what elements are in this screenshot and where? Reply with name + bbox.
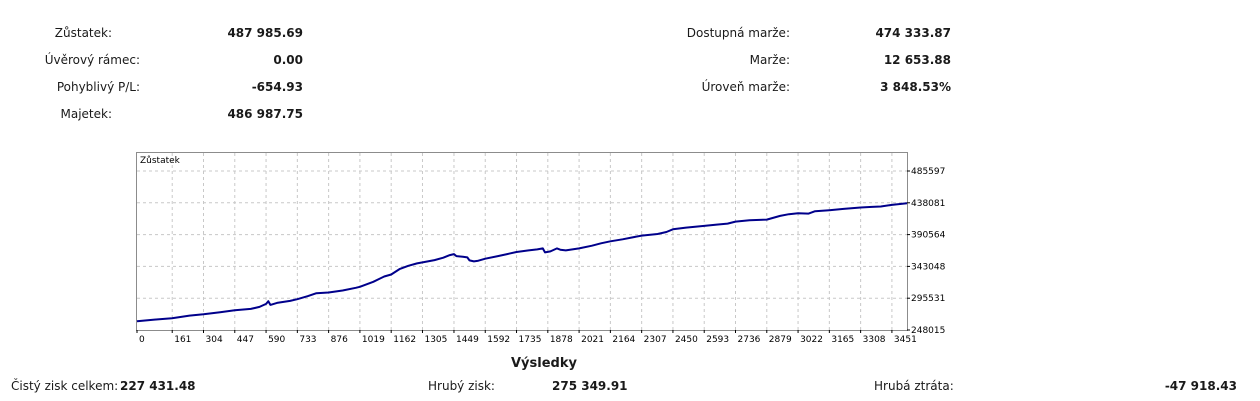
x-axis: 0 161 304 447 590 733 876 1019 1162 1305 1449 1592 1… — [136, 330, 917, 345]
balance-value: 487 985.69 — [227, 26, 303, 40]
chart-title: Zůstatek — [140, 155, 181, 166]
x-tick-label: 2736 — [738, 335, 761, 345]
chart-series — [136, 202, 908, 323]
results-title: Výsledky — [511, 356, 577, 371]
x-tick-label: 304 — [206, 335, 223, 345]
chart-frame — [136, 152, 908, 331]
net-profit-label: Čistý zisk celkem: — [11, 379, 119, 393]
x-tick-label: 161 — [174, 335, 191, 345]
y-tick-label: 390564 — [911, 231, 946, 241]
balance-line — [136, 202, 908, 323]
x-tick-label: 447 — [237, 335, 254, 345]
margin-level-value: 3 848.53% — [880, 80, 951, 94]
x-tick-label: 733 — [299, 335, 316, 345]
y-tick-label: 248015 — [911, 326, 945, 336]
gross-loss-value: -47 918.43 — [1164, 379, 1237, 393]
margin-label: Marže: — [749, 53, 790, 67]
x-tick-label: 1592 — [487, 335, 510, 345]
x-tick-label: 2450 — [675, 335, 698, 345]
y-tick-label: 343048 — [911, 262, 946, 272]
x-tick-label: 590 — [268, 335, 285, 345]
y-tick-label: 485597 — [911, 167, 945, 177]
margin-level-label: Úroveň marže: — [701, 80, 790, 94]
gross-loss-label: Hrubá ztráta: — [874, 379, 954, 393]
gross-profit-value: 275 349.91 — [552, 379, 628, 393]
x-tick-label: 0 — [139, 335, 145, 345]
x-tick-label: 1735 — [519, 335, 542, 345]
credit-value: 0.00 — [273, 53, 303, 67]
x-tick-label: 2021 — [581, 335, 604, 345]
x-tick-label: 1162 — [393, 335, 416, 345]
x-tick-label: 3022 — [800, 335, 823, 345]
gross-profit-label: Hrubý zisk: — [428, 379, 495, 393]
net-profit-value: 227 431.48 — [120, 379, 196, 393]
chart-grid — [137, 153, 907, 330]
x-tick-label: 3165 — [831, 335, 854, 345]
equity-value: 486 987.75 — [227, 107, 303, 121]
equity-label: Majetek: — [60, 107, 112, 121]
credit-label: Úvěrový rámec: — [44, 53, 140, 67]
y-tick-label: 438081 — [911, 199, 945, 209]
balance-label: Zůstatek: — [54, 26, 112, 40]
x-tick-label: 2593 — [706, 335, 729, 345]
floating-pl-label: Pohyblivý P/L: — [56, 80, 140, 94]
y-axis: 485597 438081 390564 343048 295531 248015 — [907, 167, 946, 336]
floating-pl-value: -654.93 — [251, 80, 303, 94]
free-margin-label: Dostupná marže: — [686, 26, 790, 40]
x-tick-label: 3451 — [894, 335, 917, 345]
x-tick-label: 1305 — [424, 335, 447, 345]
x-tick-label: 2307 — [644, 335, 667, 345]
x-tick-label: 2164 — [612, 335, 635, 345]
free-margin-value: 474 333.87 — [875, 26, 951, 40]
x-tick-label: 876 — [331, 335, 348, 345]
x-tick-label: 2879 — [769, 335, 792, 345]
margin-value: 12 653.88 — [883, 53, 951, 67]
x-tick-label: 1019 — [362, 335, 385, 345]
y-tick-label: 295531 — [911, 294, 945, 304]
x-tick-label: 1878 — [550, 335, 573, 345]
x-tick-label: 3308 — [863, 335, 886, 345]
x-tick-label: 1449 — [456, 335, 479, 345]
